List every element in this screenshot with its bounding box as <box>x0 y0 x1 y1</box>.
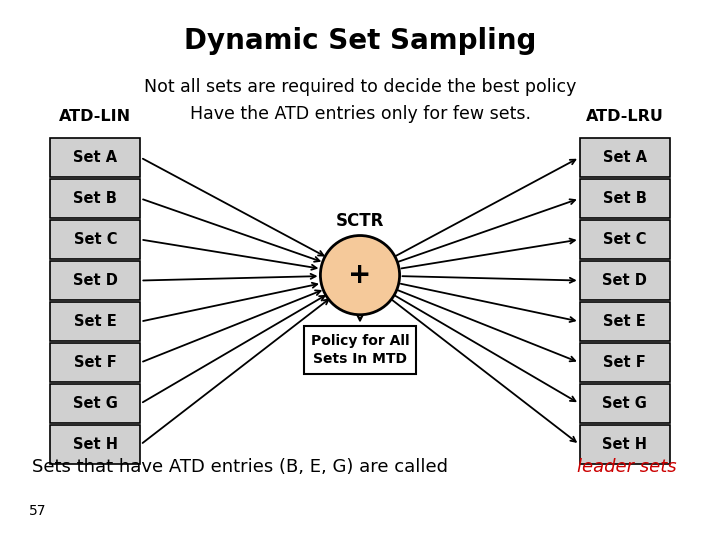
Text: Set E: Set E <box>74 314 117 329</box>
Text: Have the ATD entries only for few sets.: Have the ATD entries only for few sets. <box>189 105 531 123</box>
FancyBboxPatch shape <box>50 220 140 259</box>
FancyBboxPatch shape <box>50 179 140 218</box>
Text: Set A: Set A <box>603 150 647 165</box>
FancyBboxPatch shape <box>50 384 140 423</box>
Text: Set C: Set C <box>73 232 117 247</box>
Text: Not all sets are required to decide the best policy: Not all sets are required to decide the … <box>144 78 576 96</box>
Text: leader sets: leader sets <box>577 458 676 476</box>
FancyBboxPatch shape <box>50 138 140 177</box>
FancyBboxPatch shape <box>580 261 670 300</box>
FancyBboxPatch shape <box>580 302 670 341</box>
Text: Policy for All
Sets In MTD: Policy for All Sets In MTD <box>311 334 409 366</box>
FancyBboxPatch shape <box>580 179 670 218</box>
Text: 57: 57 <box>29 504 46 518</box>
Text: Dynamic Set Sampling: Dynamic Set Sampling <box>184 27 536 55</box>
FancyBboxPatch shape <box>580 343 670 382</box>
FancyBboxPatch shape <box>50 343 140 382</box>
FancyBboxPatch shape <box>50 261 140 300</box>
Text: Set H: Set H <box>602 437 647 452</box>
Text: Set F: Set F <box>603 355 646 370</box>
Ellipse shape <box>320 235 400 315</box>
Text: SCTR: SCTR <box>336 212 384 230</box>
Text: Set H: Set H <box>73 437 118 452</box>
FancyBboxPatch shape <box>50 302 140 341</box>
Text: Sets that have ATD entries (B, E, G) are called: Sets that have ATD entries (B, E, G) are… <box>32 458 454 476</box>
Text: Set D: Set D <box>73 273 118 288</box>
FancyBboxPatch shape <box>50 425 140 464</box>
FancyBboxPatch shape <box>304 326 416 374</box>
FancyBboxPatch shape <box>580 425 670 464</box>
Text: Set G: Set G <box>73 396 118 411</box>
Text: ATD-LRU: ATD-LRU <box>585 109 664 124</box>
Text: Set B: Set B <box>73 191 117 206</box>
Text: Set G: Set G <box>602 396 647 411</box>
Text: Set A: Set A <box>73 150 117 165</box>
Text: Set E: Set E <box>603 314 646 329</box>
Text: Set D: Set D <box>602 273 647 288</box>
Text: ATD-LIN: ATD-LIN <box>59 109 132 124</box>
FancyBboxPatch shape <box>580 220 670 259</box>
FancyBboxPatch shape <box>580 138 670 177</box>
Text: Set B: Set B <box>603 191 647 206</box>
Text: +: + <box>348 261 372 289</box>
Text: Set F: Set F <box>74 355 117 370</box>
FancyBboxPatch shape <box>580 384 670 423</box>
Text: Set C: Set C <box>603 232 647 247</box>
